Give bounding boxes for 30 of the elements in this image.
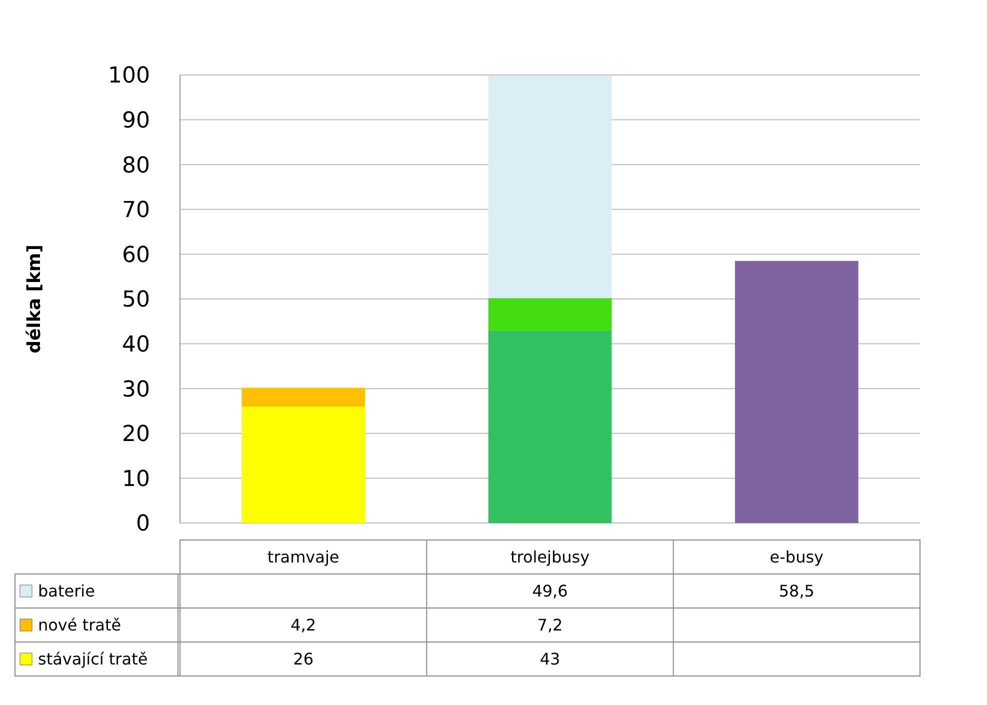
bar bbox=[488, 330, 612, 523]
legend-label: nové tratě bbox=[38, 616, 122, 635]
bar bbox=[488, 76, 612, 298]
data-label: 58,5 bbox=[778, 582, 814, 601]
data-label: 7,2 bbox=[537, 616, 563, 635]
y-tick-label: 100 bbox=[108, 64, 150, 89]
y-tick-label: 40 bbox=[122, 332, 150, 358]
bar bbox=[488, 298, 612, 330]
y-tick-label: 30 bbox=[122, 377, 150, 402]
y-axis-title: délka [km] bbox=[24, 244, 45, 354]
y-tick-label: 90 bbox=[122, 108, 150, 134]
x-tick-label: tramvaje bbox=[267, 548, 340, 567]
bar bbox=[242, 406, 365, 523]
data-label: 49,6 bbox=[532, 582, 568, 601]
y-tick-label: 20 bbox=[122, 422, 150, 448]
data-label: 43 bbox=[540, 650, 560, 669]
y-tick-label: 50 bbox=[122, 288, 150, 313]
legend-label: baterie bbox=[38, 582, 95, 601]
y-tick-label: 70 bbox=[122, 198, 150, 224]
data-label: 26 bbox=[293, 650, 314, 669]
y-tick-label: 80 bbox=[122, 153, 150, 178]
y-tick-label: 10 bbox=[122, 466, 150, 492]
bar bbox=[735, 260, 858, 523]
y-tick-label: 60 bbox=[122, 242, 150, 268]
data-label: 4,2 bbox=[290, 616, 316, 635]
x-tick-label: e-busy bbox=[770, 548, 824, 567]
y-tick-label: 0 bbox=[136, 512, 150, 537]
bar bbox=[242, 388, 365, 407]
legend-label: stávající tratě bbox=[38, 650, 148, 669]
x-tick-label: trolejbusy bbox=[510, 548, 590, 567]
